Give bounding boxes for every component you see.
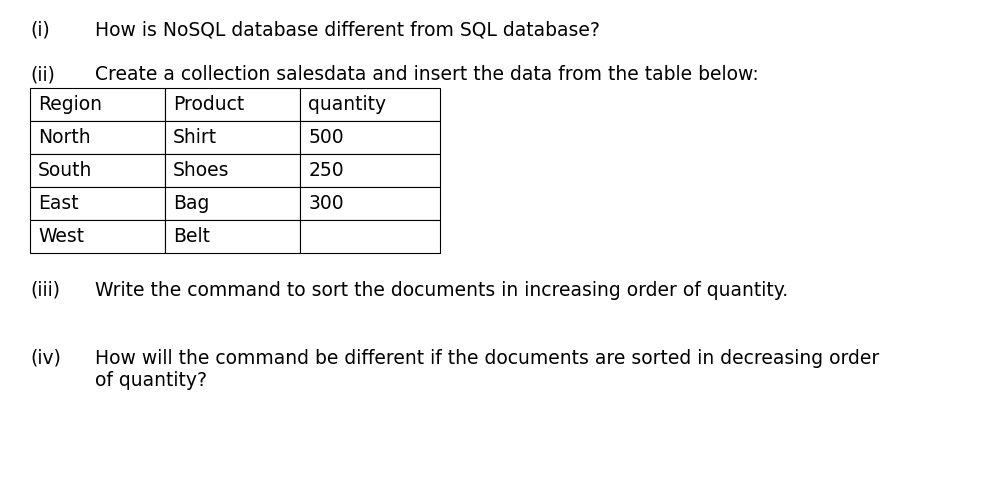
Bar: [165, 88, 300, 121]
Bar: [30, 220, 165, 253]
Bar: [30, 154, 165, 187]
Text: quantity: quantity: [308, 95, 386, 114]
Text: How will the command be different if the documents are sorted in decreasing orde: How will the command be different if the…: [95, 349, 879, 368]
Text: (iii): (iii): [30, 281, 60, 300]
Text: Shoes: Shoes: [173, 161, 229, 180]
Text: East: East: [38, 194, 79, 213]
Bar: [300, 220, 440, 253]
Bar: [165, 121, 300, 154]
Text: 250: 250: [308, 161, 344, 180]
Text: (i): (i): [30, 20, 50, 39]
Bar: [30, 187, 165, 220]
Bar: [165, 154, 300, 187]
Bar: [300, 187, 440, 220]
Text: (iv): (iv): [30, 349, 61, 368]
Bar: [300, 88, 440, 121]
Text: Bag: Bag: [173, 194, 209, 213]
Text: Belt: Belt: [173, 227, 210, 246]
Bar: [300, 121, 440, 154]
Text: of quantity?: of quantity?: [95, 371, 207, 390]
Text: Create a collection salesdata and insert the data from the table below:: Create a collection salesdata and insert…: [95, 65, 759, 84]
Bar: [300, 154, 440, 187]
Text: South: South: [38, 161, 92, 180]
Text: How is NoSQL database different from SQL database?: How is NoSQL database different from SQL…: [95, 20, 600, 39]
Text: (ii): (ii): [30, 65, 55, 84]
Bar: [30, 121, 165, 154]
Text: Write the command to sort the documents in increasing order of quantity.: Write the command to sort the documents …: [95, 281, 788, 300]
Bar: [165, 187, 300, 220]
Text: Region: Region: [38, 95, 102, 114]
Text: North: North: [38, 128, 91, 147]
Text: Product: Product: [173, 95, 244, 114]
Text: 300: 300: [308, 194, 344, 213]
Text: Shirt: Shirt: [173, 128, 217, 147]
Text: 500: 500: [308, 128, 344, 147]
Text: West: West: [38, 227, 84, 246]
Bar: [165, 220, 300, 253]
Bar: [30, 88, 165, 121]
